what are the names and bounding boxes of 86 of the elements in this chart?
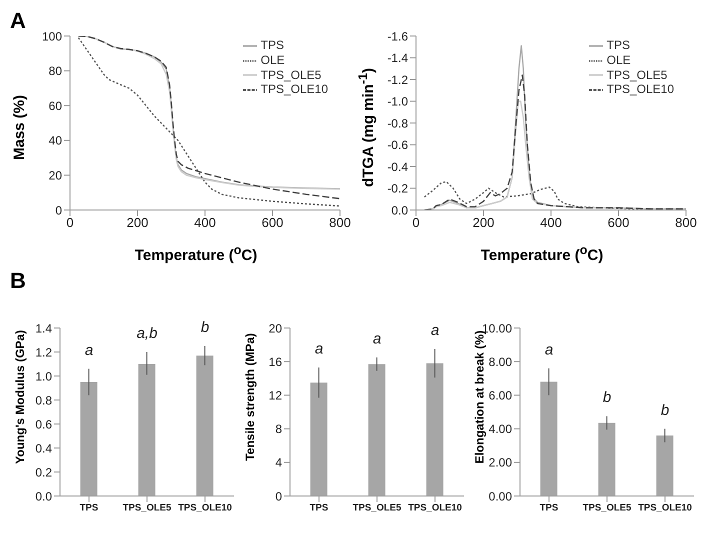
y-tick-label: 1.0: [35, 369, 52, 384]
y-tick-label: 40: [48, 134, 62, 148]
x-tick-label: TPS: [80, 502, 98, 514]
y-axis-title: Young's Modulus (GPa): [13, 330, 27, 464]
y-tick-label: -0.4: [387, 160, 408, 174]
y-tick-label: -1.6: [387, 29, 408, 44]
y-tick-label: 2.00: [488, 456, 512, 470]
y-tick-label: 0: [55, 203, 62, 218]
y-tick-label: -1.4: [387, 51, 408, 66]
y-tick-label: 4.00: [488, 422, 512, 436]
x-tick-label: TPS_OLE10: [638, 502, 692, 514]
annotation: b: [660, 402, 670, 419]
annotation: a: [84, 342, 94, 359]
y-tick-label: -1.2: [387, 72, 408, 87]
y-tick-label: 0.0: [35, 489, 52, 504]
bar: [368, 364, 386, 496]
y-tick-label: 0.8: [35, 393, 52, 408]
x-axis-title: Temperature ($^{o}$C): [480, 243, 604, 264]
y-tick-label: 1.4: [35, 321, 52, 336]
legend-label: TPS: [260, 38, 284, 52]
chart-title: B: [10, 268, 26, 294]
y-tick-label: 8.00: [488, 354, 512, 369]
x-axis-title: Temperature ($^{o}$C): [134, 243, 258, 264]
y-tick-label: -0.6: [387, 138, 408, 152]
y-tick-label: 0.00: [488, 489, 512, 504]
x-tick-label: 400: [540, 215, 562, 230]
y-tick-label: 0.6: [35, 417, 52, 432]
y-tick-label: -1.0: [387, 94, 408, 109]
x-tick-label: TPS_OLE5: [122, 502, 172, 514]
x-tick-label: 600: [262, 215, 284, 230]
x-tick-label: TPS_OLE10: [178, 502, 232, 514]
legend-label: TPS_OLE10: [260, 82, 328, 96]
legend-label: TPS_OLE10: [606, 82, 674, 96]
x-tick-label: 800: [329, 215, 351, 230]
y-axis-title: Tensile strength (MPa): [243, 333, 258, 461]
x-tick-label: 600: [608, 215, 630, 230]
y-tick-label: 8: [275, 422, 282, 436]
x-tick-label: TPS_OLE10: [408, 502, 462, 514]
legend-label: OLE: [606, 52, 631, 67]
legend-label: TPS_OLE5: [606, 68, 668, 82]
y-axis-title: Mass (%): [12, 94, 28, 160]
y-tick-label: 0.4: [35, 441, 52, 456]
bar: [656, 436, 674, 496]
y-tick-label: 100: [42, 29, 62, 44]
y-tick-label: 6.00: [488, 388, 512, 402]
y-tick-label: 16: [268, 354, 282, 369]
x-tick-label: 0: [412, 215, 420, 230]
x-tick-label: 0: [66, 215, 74, 230]
y-tick-label: -0.8: [387, 116, 408, 130]
x-tick-label: 200: [126, 215, 148, 230]
legend-label: TPS: [606, 38, 630, 52]
x-tick-label: 800: [675, 215, 697, 230]
bar: [196, 356, 214, 496]
y-tick-label: 1.2: [35, 345, 52, 360]
y-tick-label: -0.2: [387, 182, 408, 196]
x-tick-label: 400: [194, 215, 216, 230]
legend-label: TPS_OLE5: [260, 68, 322, 82]
bar: [598, 422, 616, 496]
bar: [426, 363, 444, 496]
y-tick-label: 0: [275, 489, 282, 504]
chart-title: A: [10, 8, 26, 34]
annotation: a: [430, 322, 440, 339]
bar: [540, 382, 558, 496]
y-tick-label: 60: [48, 98, 62, 113]
legend-label: OLE: [260, 52, 285, 67]
x-tick-label: TPS_OLE5: [352, 502, 402, 514]
bar: [310, 382, 328, 496]
annotation: b: [200, 319, 210, 336]
annotation: a: [372, 330, 382, 348]
annotation: a: [314, 340, 324, 358]
annotation: a: [544, 341, 554, 358]
x-tick-label: 200: [472, 215, 494, 230]
y-tick-label: 0.2: [35, 465, 52, 480]
x-tick-label: TPS: [310, 502, 328, 514]
x-tick-label: TPS_OLE5: [582, 502, 632, 514]
y-tick-label: 0.0: [391, 203, 408, 218]
y-tick-label: 20: [268, 321, 282, 336]
x-tick-label: TPS: [540, 502, 558, 514]
y-tick-label: 12: [268, 388, 282, 402]
y-tick-label: 4: [275, 456, 282, 470]
bar: [138, 364, 156, 496]
bar: [80, 382, 98, 496]
annotation: a,b: [136, 325, 158, 342]
annotation: b: [602, 389, 612, 406]
y-tick-label: 20: [48, 168, 62, 182]
y-tick-label: 80: [48, 64, 62, 78]
